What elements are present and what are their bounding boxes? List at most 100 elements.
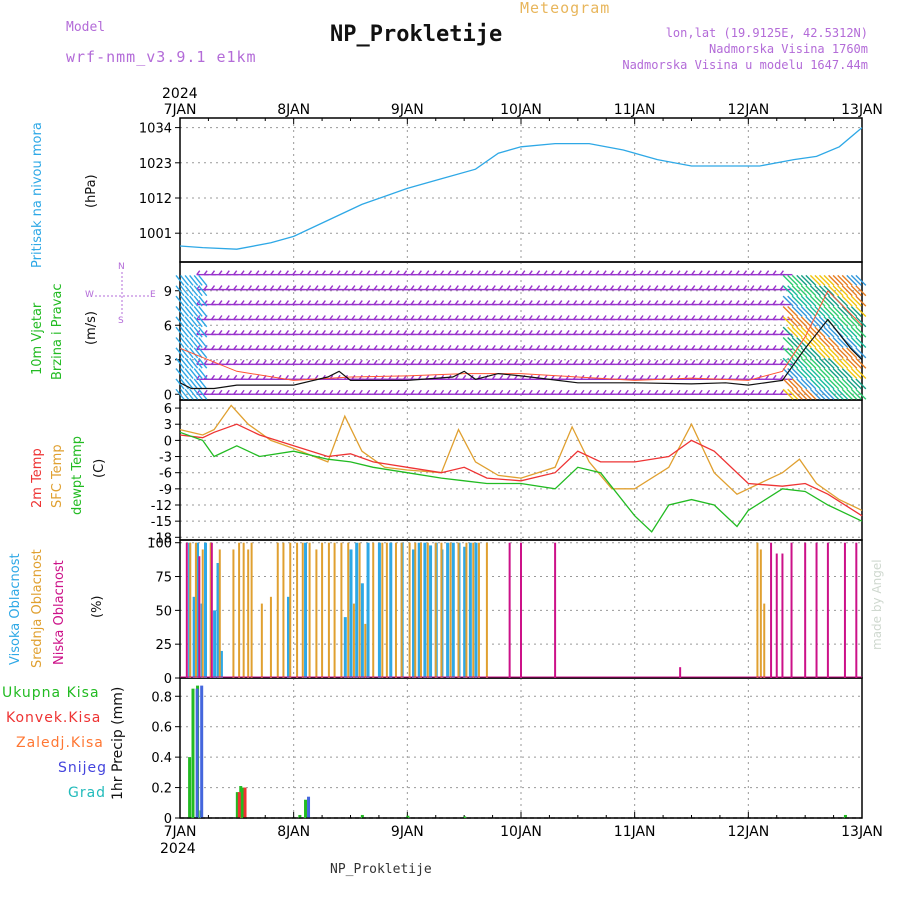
wind-barb: [809, 357, 821, 369]
wind-barb-flag: [395, 285, 400, 291]
wind-barb-flag: [306, 359, 312, 365]
wind-barb: [818, 285, 830, 297]
wind-barb-flag: [558, 330, 563, 335]
wind-barb-flag: [403, 315, 408, 320]
wind-barb: [787, 285, 799, 297]
wind-barb-flag: [639, 359, 644, 365]
wind-barb: [787, 337, 799, 348]
wind-barb-flag: [639, 300, 644, 305]
wind-barb: [855, 357, 867, 369]
wind-barb-flag: [632, 359, 637, 365]
wind-barb-flag: [632, 300, 637, 305]
wind-barb: [846, 378, 858, 390]
precip-bar: [191, 688, 195, 818]
wind-barb-flag: [336, 359, 341, 365]
wind-barb-flag: [306, 285, 312, 291]
wind-barb: [846, 295, 858, 307]
wind-barb-flag: [499, 374, 504, 380]
cloud-bar: [232, 549, 235, 678]
wind-barb-flag: [277, 300, 282, 305]
wind-barb: [814, 305, 826, 317]
wind-barb-flag: [617, 374, 622, 380]
wind-barb-flag: [292, 330, 297, 335]
wind-barb-flag: [765, 359, 770, 365]
wind-barb-flag: [196, 315, 201, 320]
wind-barb-flag: [388, 270, 393, 276]
y-tick-label: 0.8: [151, 690, 172, 705]
wind-barb-flag: [669, 344, 674, 350]
cloud-bar: [210, 542, 213, 678]
wind-barb-flag: [602, 389, 607, 395]
wind-barb-flag: [572, 389, 578, 395]
wind-barb: [184, 368, 194, 379]
wind-barb: [818, 274, 830, 286]
y-tick-label: -18: [151, 531, 172, 546]
wind-barb-flag: [572, 344, 578, 350]
wind-barb: [800, 337, 812, 348]
wind-barb-flag: [262, 359, 267, 365]
wind-barb: [782, 285, 794, 297]
wind-barb-flag: [543, 344, 548, 350]
wind-barb: [841, 274, 853, 286]
wind-barb-flag: [373, 315, 378, 320]
wind-barb-flag: [351, 270, 356, 276]
wind-barb: [787, 378, 799, 390]
wind-barb: [837, 368, 849, 380]
wind-barb-flag: [233, 285, 238, 291]
wind-barb-flag: [203, 359, 208, 365]
model-name: wrf-nmm_v3.9.1 e1km: [66, 48, 257, 66]
wind-barb-flag: [292, 389, 297, 395]
wind-barb: [787, 326, 799, 338]
wind-barb-flag: [565, 285, 570, 291]
wind-barb-flag: [513, 270, 518, 276]
cloud-bar: [451, 542, 455, 678]
wind-barb: [850, 357, 862, 369]
cloud-bar: [185, 542, 188, 678]
wind-barb: [796, 285, 808, 297]
wind-barb-flag: [646, 389, 651, 395]
wind-barb: [193, 378, 203, 390]
y-tick-label: 9: [164, 285, 172, 300]
wind-barb: [193, 347, 203, 359]
wind-barb-flag: [617, 270, 622, 276]
precip-bar: [360, 814, 364, 818]
wind-barb-flag: [491, 270, 496, 276]
wind-barb-flag: [454, 344, 459, 350]
wind-barb-flag: [779, 359, 784, 365]
wind-barb-flag: [462, 270, 467, 276]
wind-gust-line: [179, 289, 863, 381]
cloud-bar: [389, 542, 393, 678]
wind-barb: [791, 274, 803, 286]
wind-barb-flag: [321, 315, 326, 320]
wind-barb-flag: [742, 285, 748, 291]
wind-barb: [846, 357, 858, 369]
wind-barb: [841, 388, 853, 400]
wind-barb-flag: [469, 374, 474, 380]
wind-barb-flag: [609, 389, 615, 395]
wind-barb-flag: [358, 359, 363, 365]
wind-barb-flag: [646, 315, 651, 320]
wind-barb-flag: [454, 359, 459, 365]
wind-barb: [800, 378, 812, 390]
wind-barb-flag: [513, 300, 518, 305]
wind-barb-flag: [669, 389, 674, 395]
wind-barb-flag: [314, 285, 319, 291]
wind-barb: [850, 305, 862, 317]
wind-barb-flag: [358, 315, 363, 320]
wind-barb-flag: [425, 300, 430, 305]
wind-barb-flag: [210, 344, 216, 350]
y-tick-label: 1034: [139, 122, 172, 137]
wind-barb-flag: [528, 285, 533, 291]
wind-barb-flag: [292, 315, 297, 320]
wind-barb-flag: [366, 330, 371, 335]
wind-barb: [193, 368, 203, 379]
wind-barb-flag: [550, 285, 555, 291]
wind-barb-flag: [255, 389, 260, 395]
x-tick-label-bottom: 11JAN: [614, 824, 656, 840]
wind-barb: [787, 274, 799, 286]
wind-barb: [814, 337, 826, 348]
cloud-bar: [400, 542, 403, 678]
wind-barb-flag: [255, 300, 260, 305]
wind-barb-flag: [277, 359, 282, 365]
cloud-bar: [826, 542, 829, 678]
